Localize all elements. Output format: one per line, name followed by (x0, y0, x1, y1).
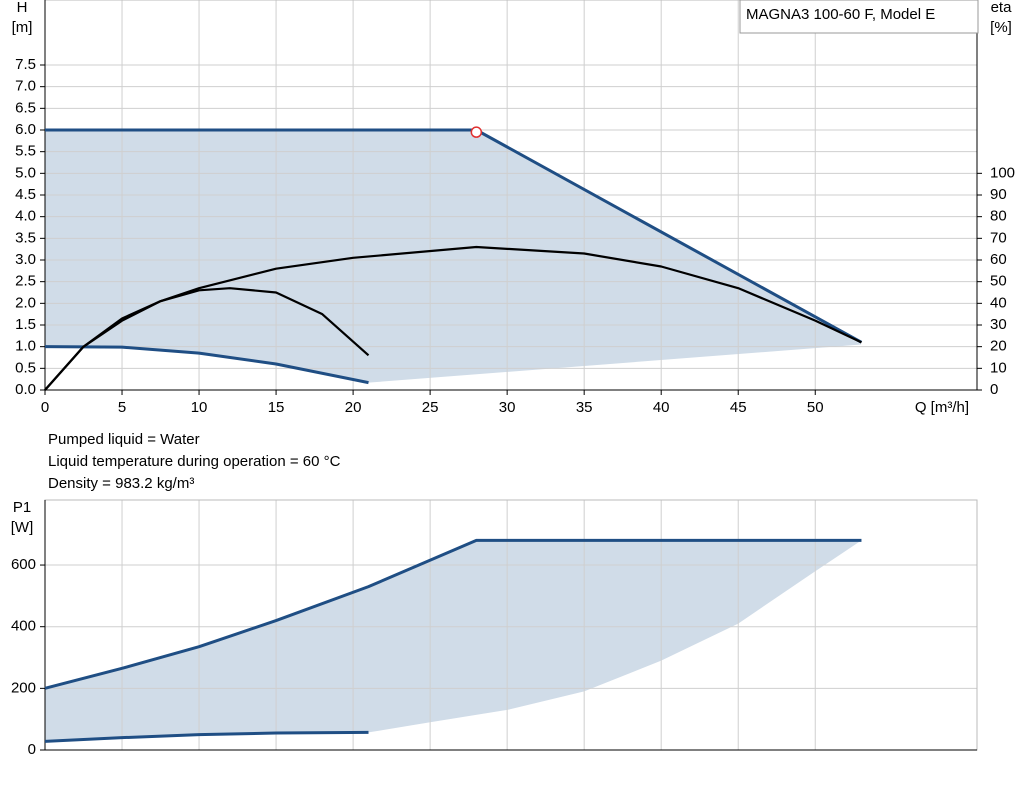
y2-tick-label: 0 (990, 381, 998, 398)
x-tick-label: 0 (41, 399, 49, 416)
y2-tick-label: 60 (990, 251, 1007, 268)
y-tick-label: 1.5 (15, 316, 36, 333)
curve (44, 245, 862, 391)
y2-tick-label: 20 (990, 338, 1007, 355)
curve (44, 287, 370, 391)
y-tick-label: 6.5 (15, 99, 36, 116)
operating-range-area (45, 540, 862, 742)
y2-tick-label: 30 (990, 316, 1007, 333)
x-tick-label: 5 (118, 399, 126, 416)
y-tick-label: 2.5 (15, 273, 36, 290)
x-axis-label: Q [m³/h] (915, 399, 969, 416)
x-tick-label: 20 (345, 399, 362, 416)
y2-tick-label: 100 (990, 164, 1015, 181)
y2-tick-label: 10 (990, 359, 1007, 376)
y2-tick-label: 90 (990, 186, 1007, 203)
y-axis-unit: [W] (11, 519, 34, 536)
x-tick-label: 50 (807, 399, 824, 416)
y2-tick-label: 70 (990, 229, 1007, 246)
y-tick-label: 2.0 (15, 294, 36, 311)
y-tick-label: 5.0 (15, 164, 36, 181)
duty-point (470, 126, 483, 138)
curve (44, 345, 369, 385)
y2-tick-label: 40 (990, 294, 1007, 311)
legend-box (739, 0, 979, 34)
y-tick-label: 6.0 (15, 121, 36, 138)
y-tick-label: 4.0 (15, 208, 36, 225)
y-tick-label: 600 (11, 556, 36, 573)
info-line: Pumped liquid = Water (48, 431, 200, 448)
y-axis-unit: [m] (12, 19, 33, 36)
operating-range-area (45, 130, 862, 383)
model-label: MAGNA3 100-60 F, Model E (746, 6, 935, 23)
x-tick-label: 45 (730, 399, 747, 416)
y-tick-label: 4.5 (15, 186, 36, 203)
x-tick-label: 30 (499, 399, 516, 416)
y-axis-label: H (17, 0, 28, 16)
y-axis-label: P1 (13, 499, 31, 516)
y-tick-label: 0 (28, 741, 36, 758)
y-tick-label: 0.0 (15, 381, 36, 398)
info-line: Density = 983.2 kg/m³ (48, 475, 194, 492)
x-tick-label: 15 (268, 399, 285, 416)
y-tick-label: 400 (11, 618, 36, 635)
y-tick-label: 5.5 (15, 143, 36, 160)
x-tick-label: 25 (422, 399, 439, 416)
y2-axis-unit: [%] (990, 19, 1012, 36)
x-tick-label: 40 (653, 399, 670, 416)
y-tick-label: 3.0 (15, 251, 36, 268)
y-tick-label: 7.0 (15, 78, 36, 95)
curve (44, 730, 369, 743)
y2-tick-label: 50 (990, 273, 1007, 290)
y-tick-label: 0.5 (15, 359, 36, 376)
y2-tick-label: 80 (990, 208, 1007, 225)
y-tick-label: 1.0 (15, 338, 36, 355)
y-tick-label: 3.5 (15, 229, 36, 246)
curve (44, 538, 862, 690)
x-tick-label: 10 (191, 399, 208, 416)
y-tick-label: 7.5 (15, 56, 36, 73)
x-tick-label: 35 (576, 399, 593, 416)
y2-axis-label: eta (991, 0, 1013, 16)
info-line: Liquid temperature during operation = 60… (48, 453, 341, 470)
y-tick-label: 200 (11, 679, 36, 696)
